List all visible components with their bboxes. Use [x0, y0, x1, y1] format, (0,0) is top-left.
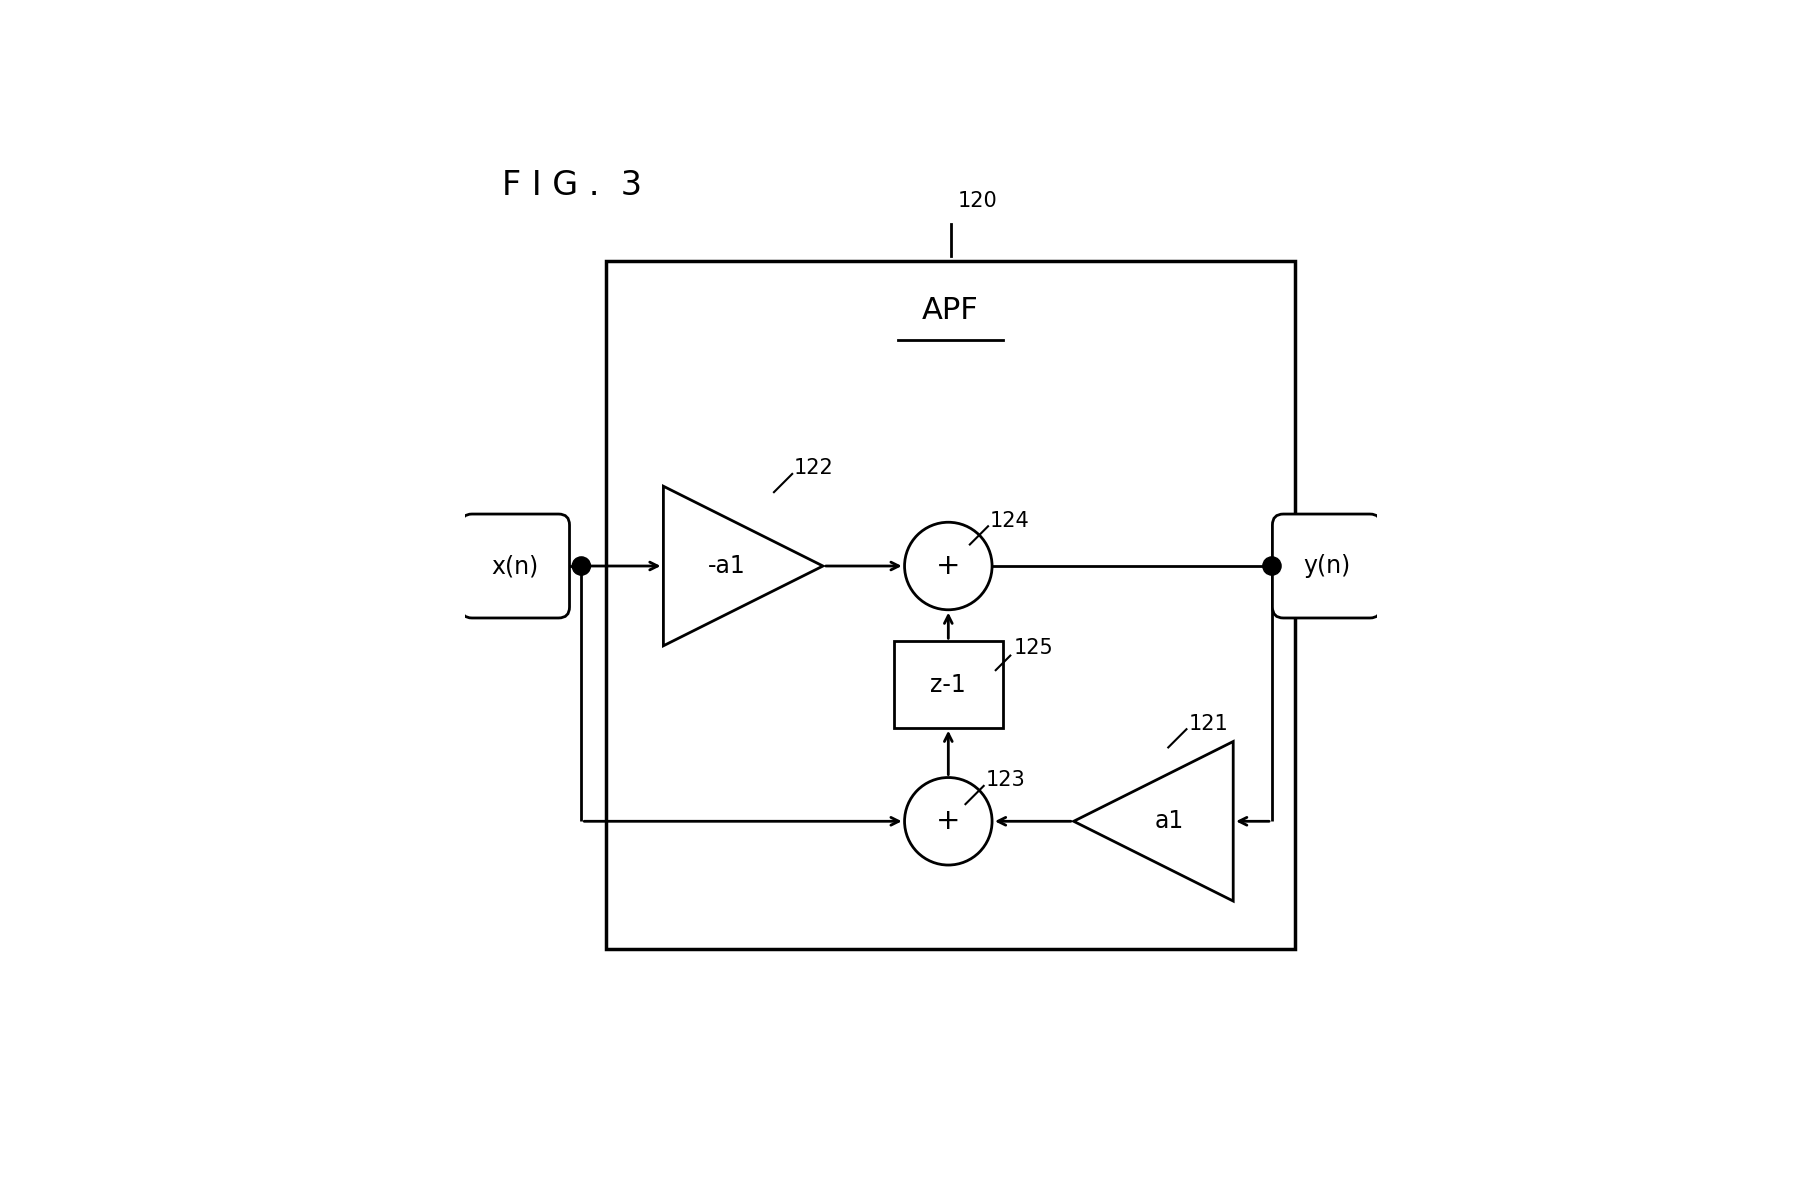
- Text: F I G .  3: F I G . 3: [501, 169, 642, 202]
- Text: +: +: [936, 807, 961, 835]
- Bar: [893, 642, 1003, 728]
- Text: -a1: -a1: [708, 554, 746, 578]
- Text: 121: 121: [1188, 714, 1227, 734]
- Circle shape: [1263, 556, 1281, 575]
- FancyBboxPatch shape: [462, 514, 570, 618]
- Polygon shape: [1073, 741, 1233, 901]
- Text: x(n): x(n): [492, 554, 539, 578]
- Text: 124: 124: [990, 510, 1030, 530]
- FancyBboxPatch shape: [1272, 514, 1380, 618]
- Text: z-1: z-1: [931, 673, 967, 696]
- Text: 125: 125: [1014, 638, 1053, 658]
- Text: y(n): y(n): [1303, 554, 1350, 578]
- Text: 123: 123: [985, 771, 1026, 791]
- Text: 122: 122: [794, 458, 834, 478]
- Circle shape: [904, 778, 992, 866]
- Circle shape: [904, 522, 992, 610]
- Text: 120: 120: [958, 192, 997, 211]
- Bar: [606, 260, 1296, 948]
- Circle shape: [571, 556, 591, 575]
- Polygon shape: [663, 487, 823, 645]
- Text: APF: APF: [922, 296, 979, 326]
- Text: a1: a1: [1155, 810, 1184, 834]
- Text: +: +: [936, 552, 961, 580]
